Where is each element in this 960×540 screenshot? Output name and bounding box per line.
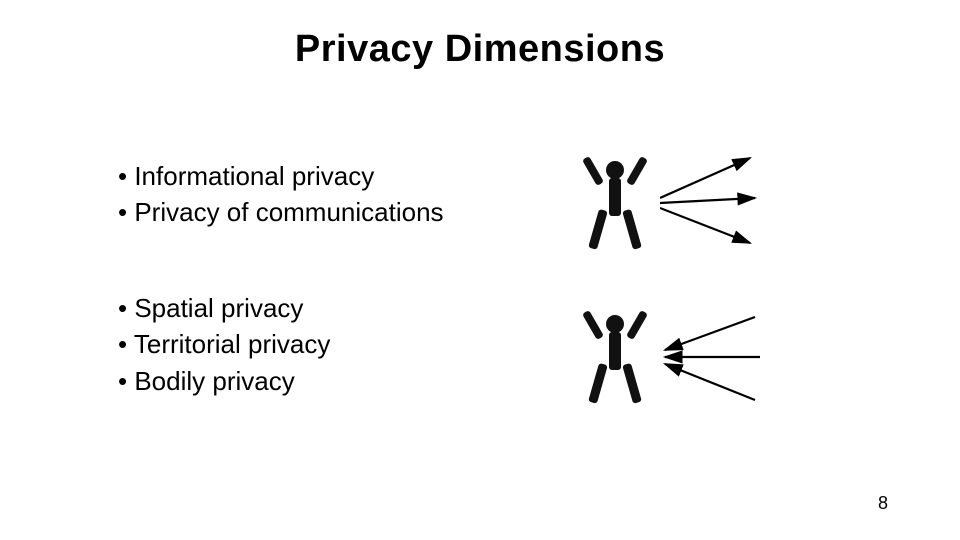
arrow-line	[660, 158, 750, 198]
slide-title: Privacy Dimensions	[0, 28, 960, 71]
arrow-line	[665, 364, 755, 400]
arrow-line	[660, 208, 750, 243]
bullet-group-2: • Spatial privacy • Territorial privacy …	[118, 290, 558, 399]
arrows-out-icon	[660, 138, 850, 268]
bullet-item: • Territorial privacy	[118, 326, 558, 362]
bullet-item: • Spatial privacy	[118, 290, 558, 326]
page-number: 8	[878, 493, 888, 514]
bullet-group-1: • Informational privacy • Privacy of com…	[118, 158, 558, 231]
arrows-in-icon	[660, 292, 850, 422]
figure-outflow	[555, 148, 855, 268]
person-silhouette-box	[555, 148, 675, 258]
bullet-item: • Informational privacy	[118, 158, 558, 194]
person-silhouette-box	[555, 302, 675, 412]
figure-inflow	[555, 302, 855, 422]
arrow-line	[665, 317, 755, 350]
person-arms-up-icon	[555, 302, 675, 412]
bullet-item: • Privacy of communications	[118, 194, 558, 230]
slide: Privacy Dimensions • Informational priva…	[0, 0, 960, 540]
arrow-line	[660, 198, 755, 203]
person-arms-up-icon	[555, 148, 675, 258]
bullet-item: • Bodily privacy	[118, 363, 558, 399]
